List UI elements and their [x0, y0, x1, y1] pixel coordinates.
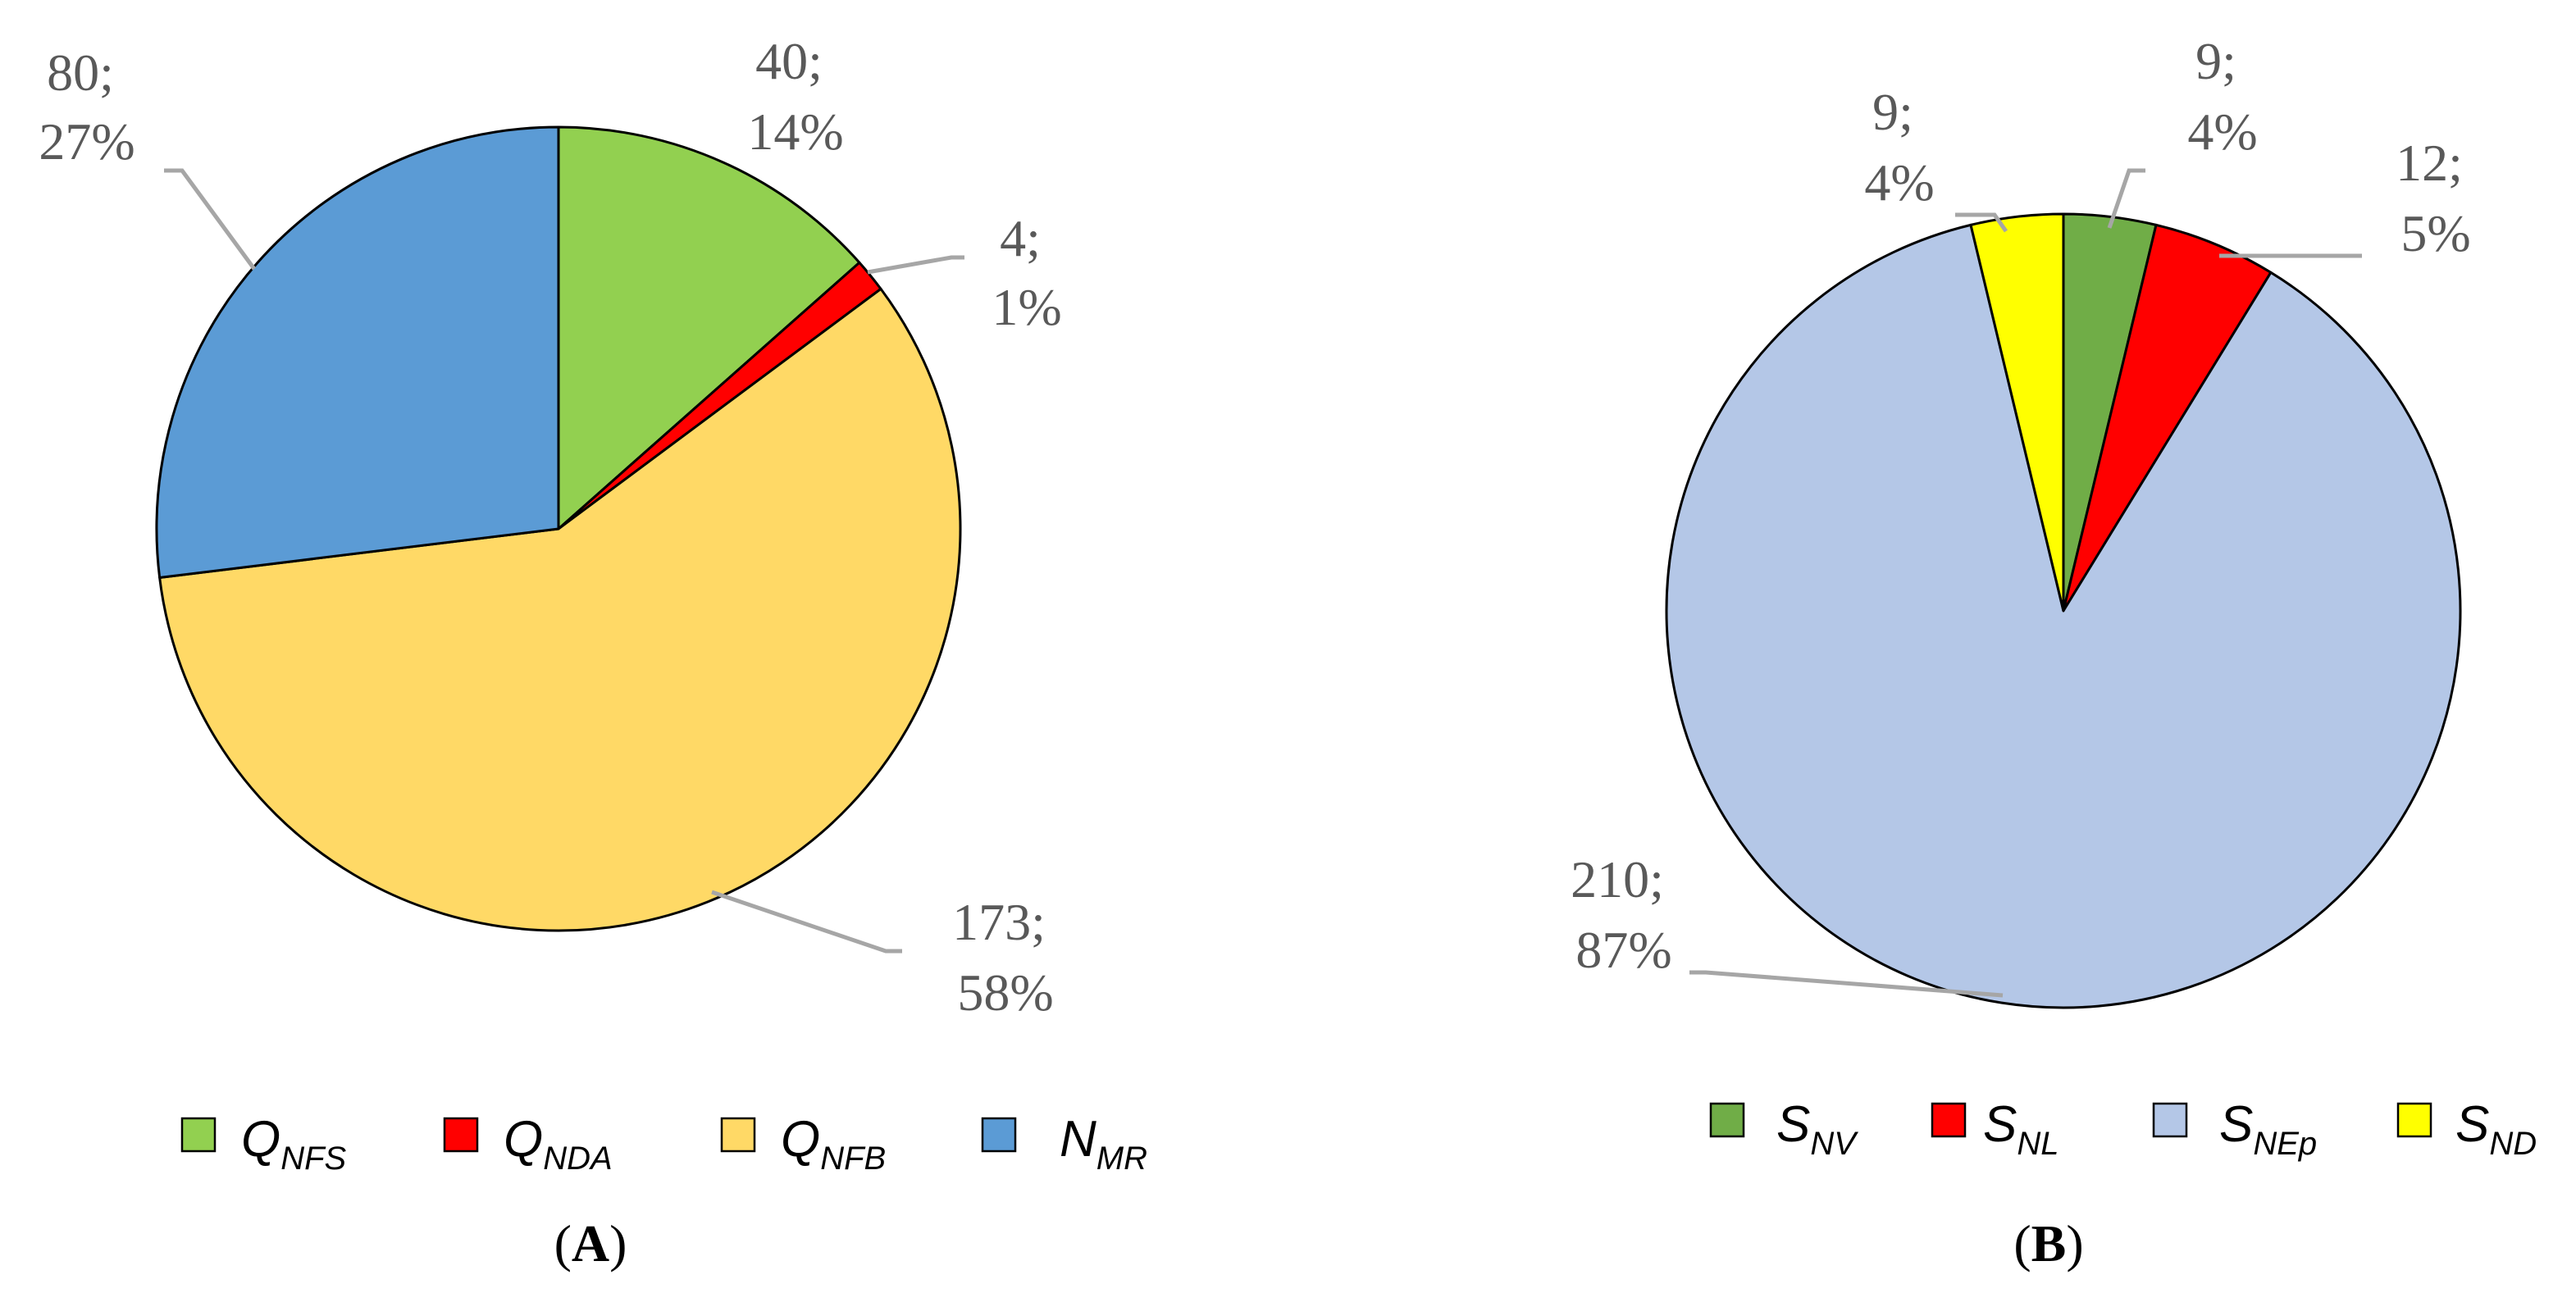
legend-a-item-0: QNFS [180, 1111, 347, 1177]
leader-line-a-0 [867, 255, 964, 275]
pie-a-slice-q-nfs [557, 125, 861, 530]
chart-a: 40; 14% 4; 1% 173; 58% 80; 27% QNFS [39, 32, 1147, 1273]
data-label-a-3-percent: 27% [39, 112, 134, 171]
pie-b-slices [1665, 212, 2462, 1009]
data-label-a-3-value: 80; [47, 43, 114, 102]
legend-a-label-3-main: N [1060, 1111, 1097, 1168]
data-label-b-0-percent: 4% [2187, 102, 2257, 161]
legend-b-label-3-sub: ND [2489, 1126, 2537, 1162]
chart-b: 9; 4% 12; 5% 210; 87% 9; 4% SNV [1571, 32, 2537, 1273]
legend-b-label-0: SNV [1776, 1096, 1858, 1162]
legend-b-swatch-2 [2152, 1102, 2188, 1138]
panel-label-b: (B) [2013, 1214, 2083, 1273]
data-label-b-3: 9; 4% [1864, 83, 1934, 212]
data-label-a-1-percent: 1% [992, 278, 1061, 336]
leader-line-a-3 [164, 168, 257, 271]
data-label-b-1-value: 12; [2396, 134, 2463, 192]
legend-b-item-3: SND [2396, 1096, 2537, 1162]
legend-b-label-1-sub: NL [2017, 1126, 2059, 1162]
legend-b-label-3-main: S [2455, 1096, 2489, 1153]
legend-b-item-0: SNV [1709, 1096, 1858, 1162]
legend-b-swatch-0 [1709, 1102, 1745, 1138]
data-label-b-1: 12; 5% [2396, 134, 2476, 262]
data-label-a-1-value: 4; [1000, 209, 1041, 267]
legend-a-item-2: QNFB [720, 1111, 886, 1177]
legend-a-swatch-2 [720, 1117, 756, 1153]
legend-b-label-2-sub: NEp [2253, 1126, 2317, 1162]
data-label-b-1-percent: 5% [2400, 204, 2470, 262]
data-label-a-1: 4; 1% [992, 209, 1061, 336]
legend-a-label-3: NMR [1060, 1111, 1147, 1177]
legend-b: SNV SNL SNEp SND [1709, 1096, 2537, 1162]
data-label-a-2-percent: 58% [957, 963, 1053, 1022]
data-label-a-2: 173; 58% [952, 893, 1059, 1022]
leader-line-a-2 [711, 890, 902, 954]
legend-b-swatch-3 [2396, 1102, 2432, 1138]
legend-a-label-2: QNFB [781, 1111, 886, 1177]
data-label-b-0-value: 9; [2195, 32, 2236, 90]
legend-a-swatch-1 [443, 1117, 479, 1153]
legend-b-label-0-sub: NV [1810, 1126, 1858, 1162]
legend-b-item-2: SNEp [2152, 1096, 2317, 1162]
legend-a-label-0-main: Q [241, 1111, 280, 1168]
data-label-a-0-value: 40; [755, 32, 823, 90]
leader-line-b-2 [1689, 970, 2004, 998]
legend-a-label-0-sub: NFS [280, 1140, 346, 1177]
leader-line-b-3 [1955, 212, 2008, 233]
leader-line-b-0 [2107, 168, 2145, 229]
legend-b-label-3: SND [2455, 1096, 2537, 1162]
legend-a-label-0: QNFS [241, 1111, 347, 1177]
legend-a-item-3: NMR [981, 1111, 1147, 1177]
data-label-b-3-percent: 4% [1864, 153, 1934, 212]
legend-a-label-3-sub: MR [1097, 1140, 1147, 1177]
legend-b-label-1-main: S [1983, 1096, 2017, 1153]
data-label-a-0: 40; 14% [747, 32, 843, 161]
legend-a-item-1: QNDA [443, 1111, 613, 1177]
data-label-b-0: 9; 4% [2187, 32, 2257, 161]
data-label-a-3: 80; 27% [39, 43, 134, 171]
legend-a-label-1-main: Q [504, 1111, 543, 1168]
legend-a-swatch-3 [981, 1117, 1017, 1153]
legend-b-label-0-main: S [1776, 1096, 1810, 1153]
legend-a-label-2-main: Q [781, 1111, 820, 1168]
legend-a-label-1-sub: NDA [543, 1140, 612, 1177]
data-label-b-2-value: 210; [1571, 850, 1664, 908]
legend-b-swatch-1 [1931, 1102, 1967, 1138]
pie-a-slices [155, 125, 962, 932]
data-label-b-2: 210; 87% [1571, 850, 1677, 979]
legend-a-swatch-0 [180, 1117, 217, 1153]
data-label-a-2-value: 173; [952, 893, 1046, 951]
pie-b-slice-s-nd [1969, 212, 2065, 612]
pie-b-slice-s-nep [1665, 223, 2462, 1009]
data-label-a-0-percent: 14% [747, 102, 843, 161]
data-label-b-3-value: 9; [1872, 83, 1913, 141]
panel-label-a-letter: A [572, 1214, 609, 1273]
legend-a-label-1: QNDA [504, 1111, 613, 1177]
legend-a-label-2-sub: NFB [820, 1140, 886, 1177]
pie-a-slice-n-mr [155, 125, 560, 579]
pie-b-slice-s-nl [2062, 223, 2273, 612]
legend-b-label-2-main: S [2219, 1096, 2253, 1153]
panel-label-a: (A) [554, 1214, 627, 1273]
panel-label-b-letter: B [2031, 1214, 2067, 1273]
legend-a: QNFS QNDA QNFB NMR [180, 1111, 1147, 1177]
pie-a-slice-q-nfb [158, 287, 962, 932]
data-label-b-2-percent: 87% [1575, 921, 1671, 979]
legend-b-item-1: SNL [1931, 1096, 2059, 1162]
legend-b-label-1: SNL [1983, 1096, 2059, 1162]
legend-b-label-2: SNEp [2219, 1096, 2317, 1162]
